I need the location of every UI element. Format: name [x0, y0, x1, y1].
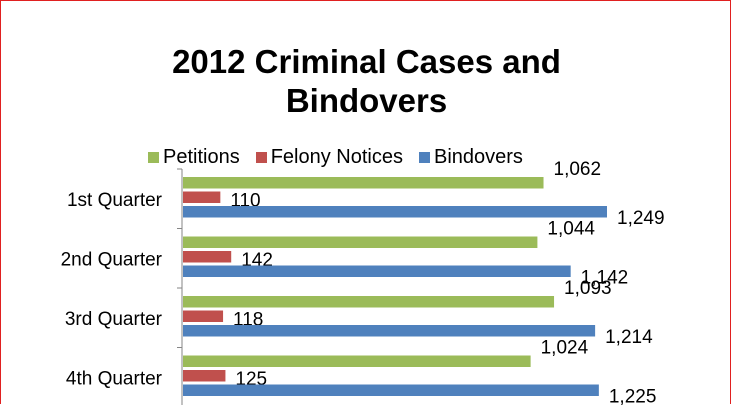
bar-petitions-2nd-quarter [183, 237, 537, 249]
bar-petitions-3rd-quarter [183, 296, 554, 308]
data-label-petitions-1st-quarter: 1,062 [554, 159, 602, 180]
bar-felony-notices-4th-quarter [183, 370, 225, 382]
data-label-bindovers-4th-quarter: 1,225 [609, 387, 657, 405]
bar-bindovers-1st-quarter [183, 206, 607, 218]
category-label-1st-quarter: 1st Quarter [67, 190, 163, 211]
bar-felony-notices-3rd-quarter [183, 311, 223, 323]
bar-bindovers-3rd-quarter [183, 325, 595, 337]
bar-petitions-1st-quarter [183, 177, 544, 189]
bar-petitions-4th-quarter [183, 356, 531, 368]
category-label-3rd-quarter: 3rd Quarter [65, 309, 163, 330]
data-label-bindovers-1st-quarter: 1,249 [617, 208, 665, 229]
bar-bindovers-4th-quarter [183, 385, 599, 397]
bar-bindovers-2nd-quarter [183, 266, 571, 278]
data-label-petitions-3rd-quarter: 1,093 [564, 278, 612, 299]
data-label-petitions-4th-quarter: 1,024 [541, 338, 589, 359]
bar-felony-notices-2nd-quarter [183, 251, 231, 263]
data-label-bindovers-3rd-quarter: 1,214 [605, 327, 653, 348]
category-label-4th-quarter: 4th Quarter [66, 368, 163, 389]
category-label-2nd-quarter: 2nd Quarter [61, 249, 163, 270]
bar-felony-notices-1st-quarter [183, 192, 220, 204]
data-label-petitions-2nd-quarter: 1,044 [547, 219, 595, 240]
